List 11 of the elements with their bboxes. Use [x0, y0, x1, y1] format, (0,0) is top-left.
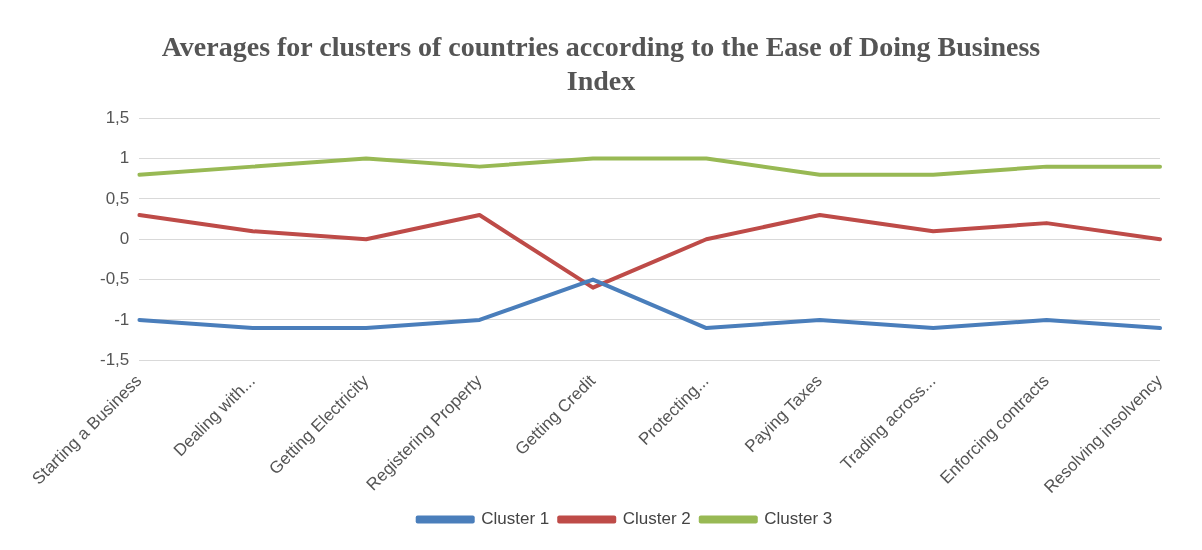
legend-label: Cluster 3	[764, 509, 833, 529]
y-tick-label: 0	[119, 228, 130, 248]
y-tick-label: 1	[119, 148, 130, 168]
legend-label: Cluster 2	[622, 509, 691, 529]
chart-title: Averages for clusters of countries according to the Ease of Doing Business Index	[160, 30, 1042, 98]
y-tick-label: -1,5	[100, 350, 130, 370]
legend-label: Cluster 1	[481, 509, 550, 529]
y-tick-label: 1,5	[105, 107, 130, 127]
y-tick-label: -0,5	[100, 269, 130, 289]
y-tick-label: 0,5	[105, 188, 130, 208]
y-tick-label: -1	[114, 309, 130, 329]
